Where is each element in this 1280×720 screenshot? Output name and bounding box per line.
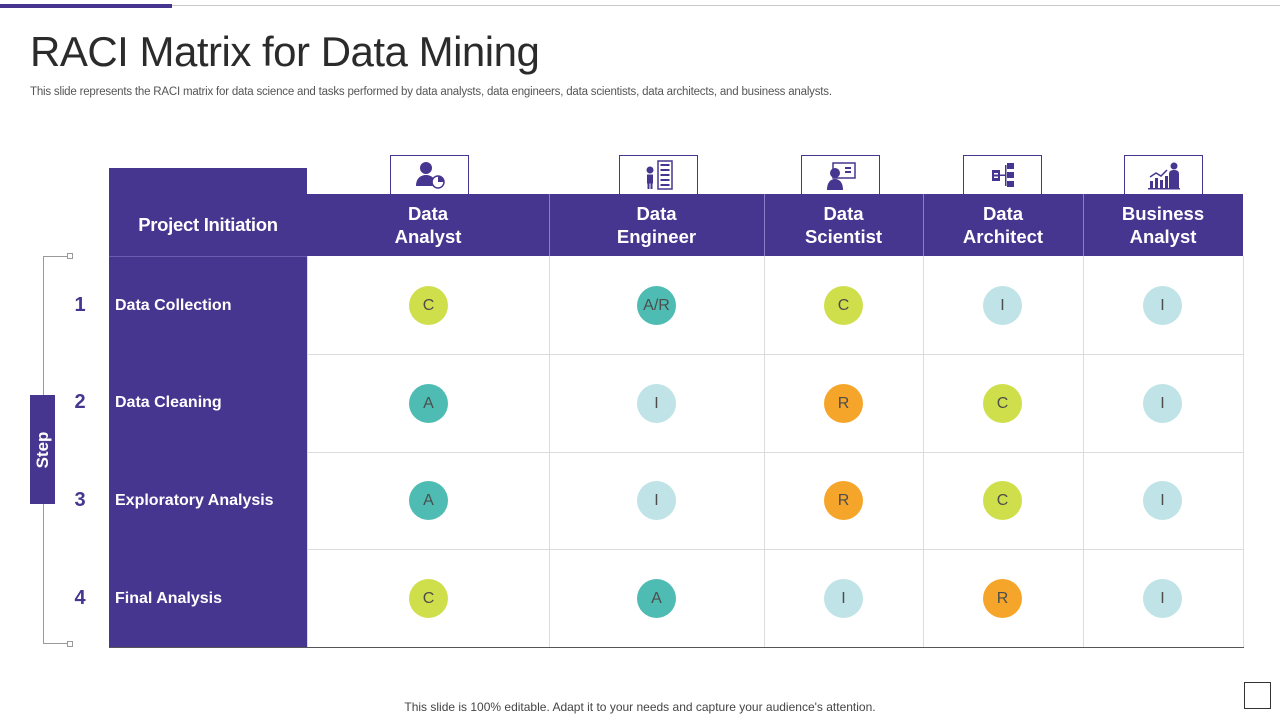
- raci-cell: R: [824, 481, 863, 520]
- row-label-data-collection: Data Collection: [115, 297, 232, 314]
- bracket-dot-top: [67, 253, 73, 259]
- raci-cell: C: [409, 579, 448, 618]
- row-label-data-cleaning: Data Cleaning: [115, 394, 222, 411]
- engineer-server-icon: [619, 155, 698, 194]
- header-divider: [923, 194, 924, 256]
- raci-cell: I: [637, 481, 676, 520]
- step-label: Step: [32, 431, 52, 468]
- header-data-architect: Data Architect: [962, 203, 1044, 247]
- step-number-3: 3: [74, 489, 86, 511]
- analyst-chart-icon: [390, 155, 469, 194]
- row-label-exploratory-analysis: Exploratory Analysis: [115, 492, 274, 509]
- scientist-screen-icon: [801, 155, 880, 194]
- grid-line: [1083, 256, 1084, 647]
- step-label-box: Step: [30, 395, 55, 504]
- raci-cell: A: [409, 384, 448, 423]
- raci-cell: C: [983, 384, 1022, 423]
- left-column-panel: [109, 168, 307, 648]
- grid-line: [764, 256, 765, 647]
- role-header-bar: [307, 194, 1243, 256]
- raci-cell: I: [637, 384, 676, 423]
- header-project-initiation: Project Initiation: [138, 214, 278, 235]
- raci-cell: R: [824, 384, 863, 423]
- raci-cell: A: [409, 481, 448, 520]
- raci-cell: C: [824, 286, 863, 325]
- header-divider: [549, 194, 550, 256]
- raci-cell: I: [983, 286, 1022, 325]
- header-business-analyst: Business Analyst: [1121, 203, 1205, 247]
- header-data-scientist: Data Scientist: [804, 203, 883, 247]
- raci-cell: I: [1143, 286, 1182, 325]
- raci-cell: I: [1143, 384, 1182, 423]
- raci-cell: A/R: [637, 286, 676, 325]
- bracket-dot-bottom: [67, 641, 73, 647]
- raci-cell: I: [1143, 579, 1182, 618]
- table-bottom-line: [109, 647, 1244, 648]
- footer-note: This slide is 100% editable. Adapt it to…: [404, 700, 876, 714]
- top-accent-bar: [0, 4, 172, 8]
- step-number-4: 4: [74, 587, 86, 609]
- raci-cell: R: [983, 579, 1022, 618]
- top-rule: [0, 5, 1280, 6]
- raci-cell: I: [824, 579, 863, 618]
- grid-line: [307, 549, 1243, 550]
- row-label-final-analysis: Final Analysis: [115, 590, 222, 607]
- left-divider: [109, 256, 307, 257]
- grid-line: [923, 256, 924, 647]
- header-data-analyst: Data Analyst: [394, 203, 462, 247]
- business-growth-icon: [1124, 155, 1203, 194]
- grid-line: [307, 452, 1243, 453]
- raci-cell: C: [409, 286, 448, 325]
- grid-line: [307, 256, 308, 647]
- step-number-2: 2: [74, 391, 86, 413]
- header-divider: [1083, 194, 1084, 256]
- raci-cell: A: [637, 579, 676, 618]
- step-number-1: 1: [74, 294, 86, 316]
- corner-square: [1244, 682, 1271, 709]
- slide-subtitle: This slide represents the RACI matrix fo…: [30, 86, 832, 98]
- grid-line: [307, 354, 1243, 355]
- architecture-blocks-icon: [963, 155, 1042, 194]
- raci-cell: I: [1143, 481, 1182, 520]
- grid-line: [549, 256, 550, 647]
- header-data-engineer: Data Engineer: [616, 203, 697, 247]
- grid-line: [1243, 256, 1244, 647]
- slide-title: RACI Matrix for Data Mining: [30, 28, 540, 75]
- header-divider: [764, 194, 765, 256]
- raci-cell: C: [983, 481, 1022, 520]
